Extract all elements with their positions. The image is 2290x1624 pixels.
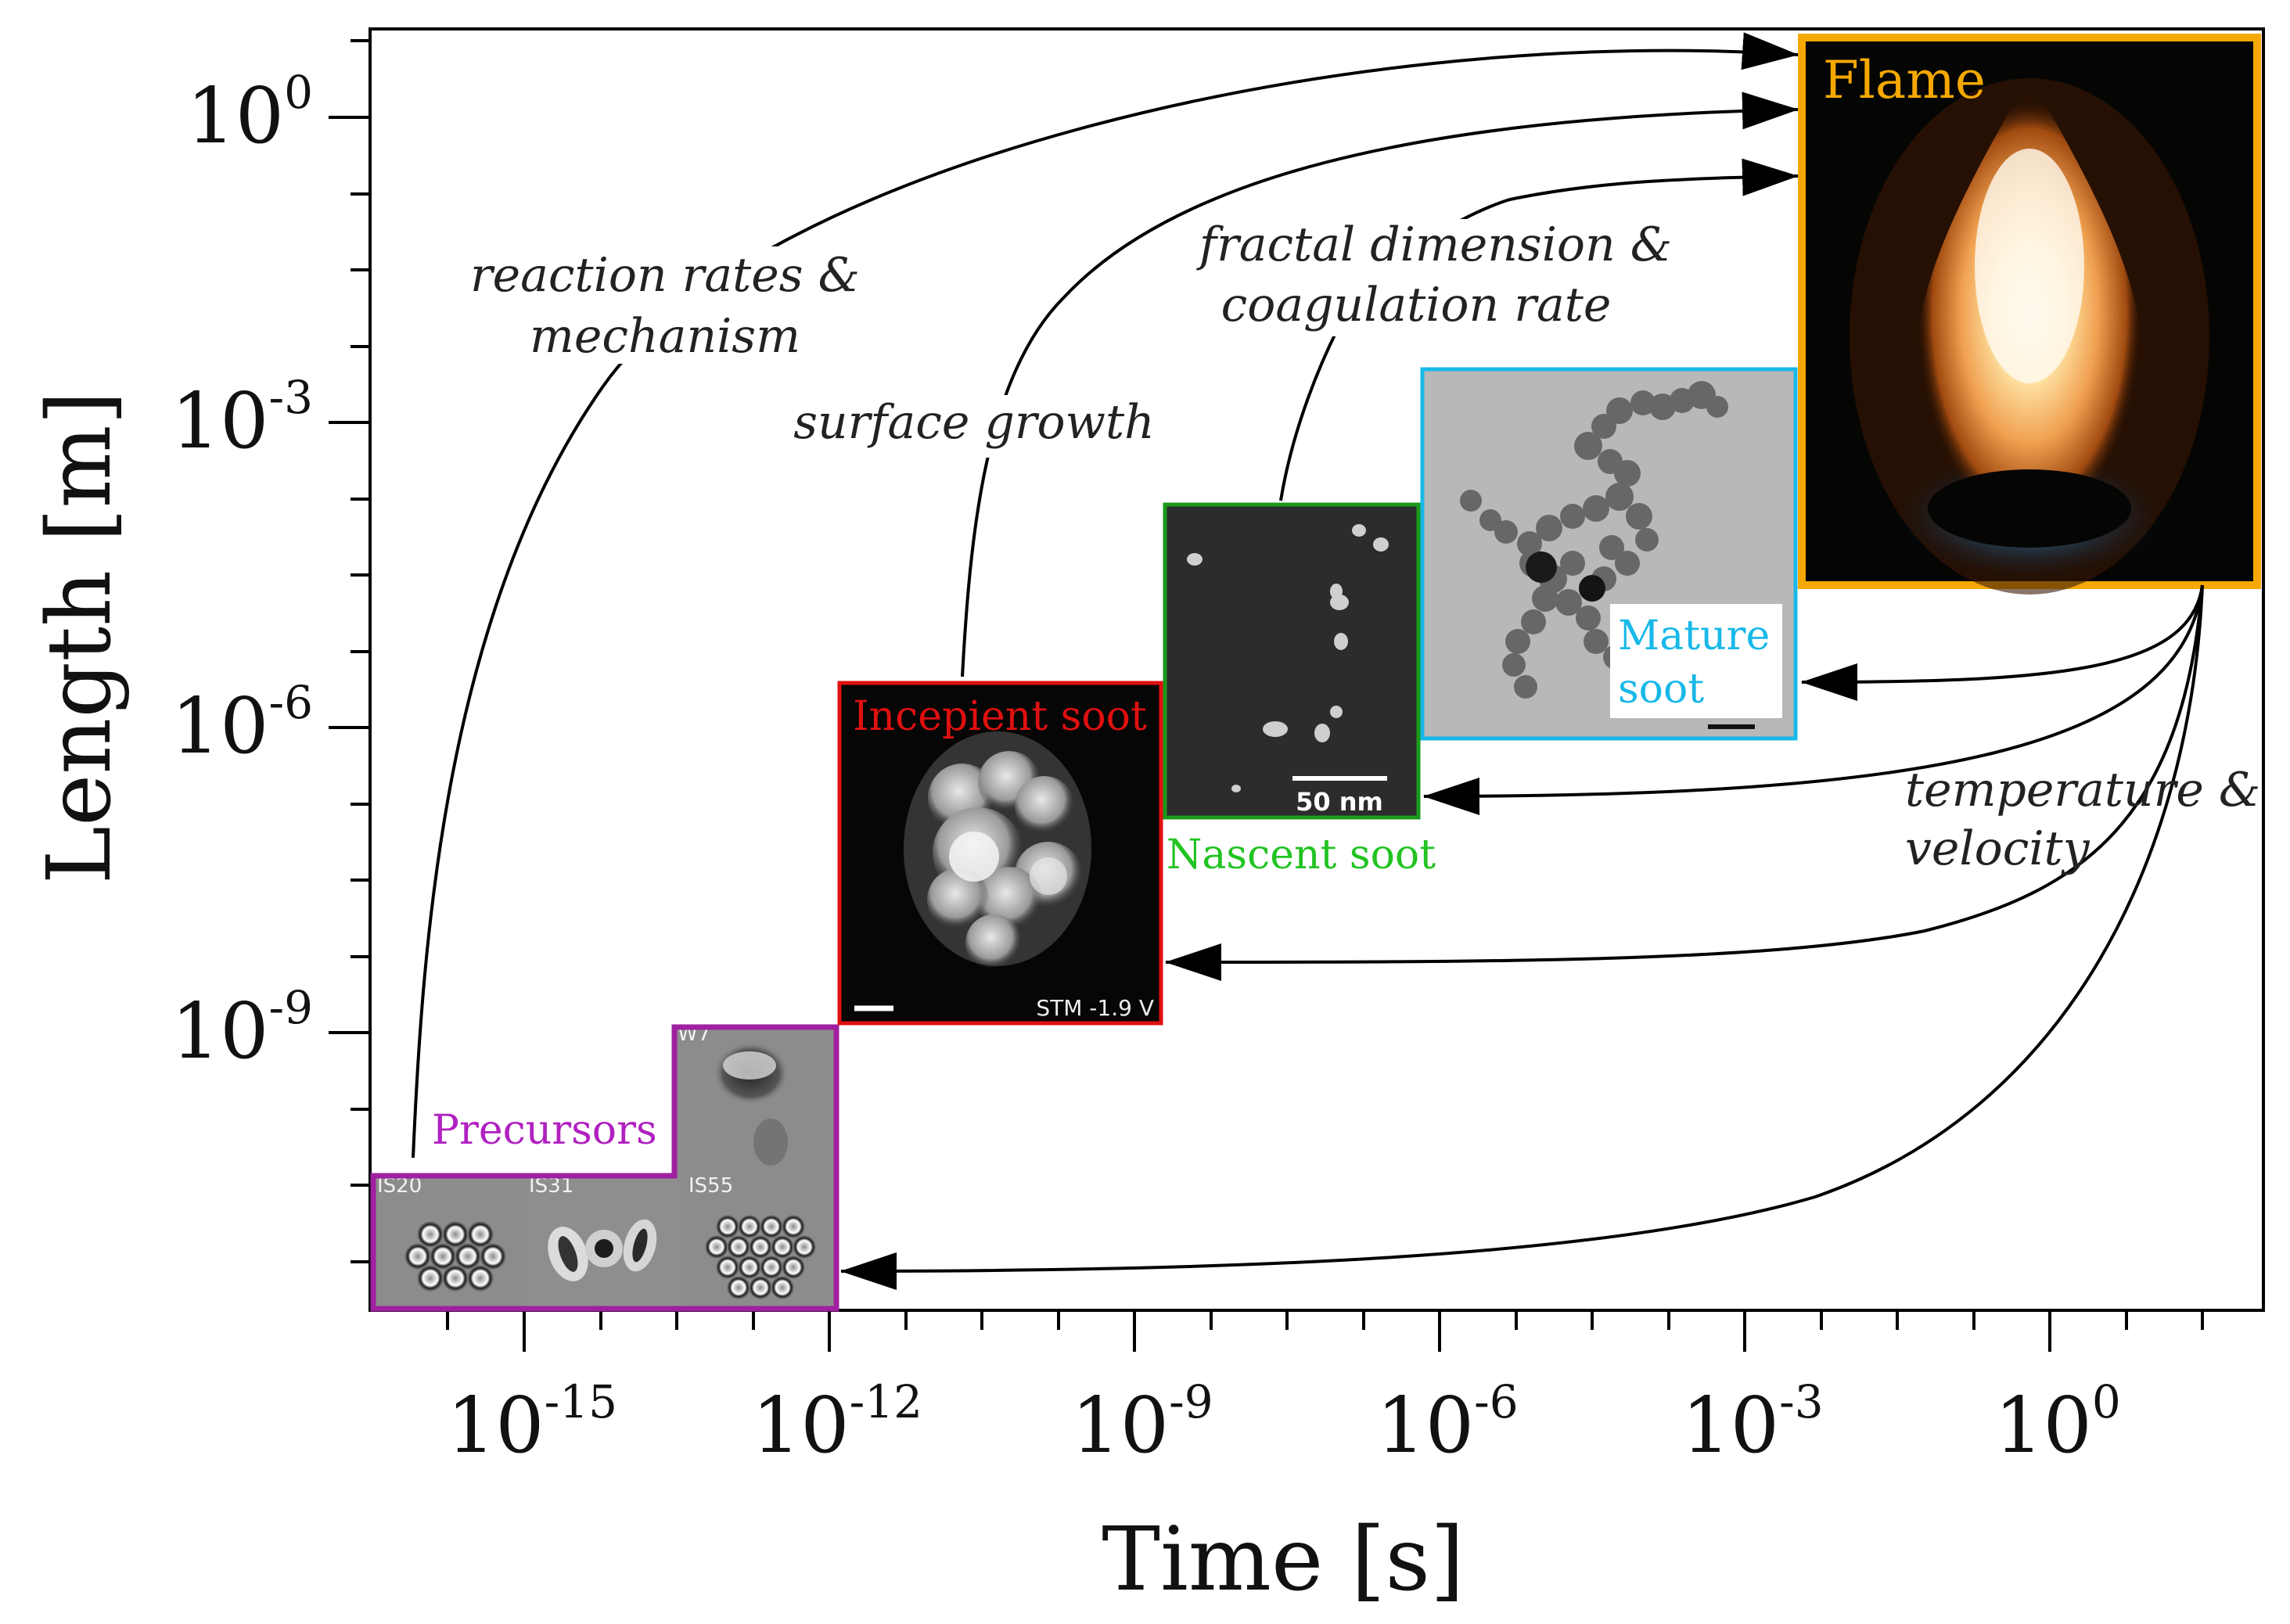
y-axis: 100 10-3 10-6 10-9 Length [m] bbox=[29, 39, 370, 1263]
stm-label: STM -1.9 V bbox=[1036, 995, 1154, 1021]
y-tick-label: 100 bbox=[186, 66, 313, 161]
x-tick-label: 10-15 bbox=[447, 1375, 617, 1471]
mature-label-box bbox=[1610, 604, 1782, 718]
annotation-fractal: fractal dimension & bbox=[1196, 217, 1672, 272]
arrow-to-mature bbox=[1801, 584, 2204, 701]
x-tick-label: 10-3 bbox=[1681, 1375, 1823, 1471]
precursors-label: Precursors bbox=[432, 1107, 657, 1154]
nascent-soot-image bbox=[1163, 502, 1421, 820]
large-hexagonal-molecule bbox=[705, 1215, 816, 1299]
mature-soot-label: Mature bbox=[1618, 613, 1770, 659]
x-tick-label: 10-12 bbox=[752, 1375, 922, 1471]
incipient-soot-group: STM -1.9 V Incepient soot bbox=[837, 681, 1163, 1026]
annotation-fractal: coagulation rate bbox=[1221, 278, 1612, 332]
annotation-reaction: reaction rates & bbox=[470, 248, 860, 303]
y-tick-label: 10-3 bbox=[171, 371, 313, 466]
arrow-to-precursors bbox=[840, 584, 2204, 1290]
y-axis-title: Length [m] bbox=[29, 391, 131, 885]
mature-soot-group: Mature soot bbox=[1420, 367, 1798, 741]
annotation-temperature: temperature & bbox=[1905, 763, 2260, 817]
arrow-to-incipient bbox=[1165, 584, 2204, 981]
annotation-surface: surface growth bbox=[793, 395, 1155, 450]
annotation-bg bbox=[462, 246, 868, 364]
soot-particle-cluster bbox=[904, 731, 1091, 971]
y-tick-label: 10-6 bbox=[171, 676, 313, 771]
x-tick-label: 10-9 bbox=[1071, 1375, 1213, 1471]
arrow-surface-growth bbox=[961, 92, 1799, 677]
flame-core bbox=[1975, 149, 2084, 383]
x-tick-label: 10-6 bbox=[1376, 1375, 1518, 1471]
incipient-soot-label: Incepient soot bbox=[853, 693, 1147, 740]
nascent-soot-label: Nascent soot bbox=[1167, 832, 1436, 878]
precursors-border bbox=[370, 1024, 839, 1312]
flame-label: Flame bbox=[1823, 50, 1986, 110]
dark-particle bbox=[1579, 575, 1605, 602]
linear-molecule bbox=[548, 1219, 657, 1281]
flame-dark-base bbox=[1928, 469, 2131, 548]
nascent-particles bbox=[1187, 524, 1389, 792]
y-tick-label: 10-9 bbox=[171, 981, 313, 1076]
annotation-bg bbox=[1900, 763, 2236, 880]
dark-particle bbox=[1526, 552, 1557, 583]
nascent-soot-group: 50 nm Nascent soot bbox=[1163, 502, 1436, 878]
molecule-highlight bbox=[723, 1051, 776, 1080]
mature-soot-label: soot bbox=[1618, 666, 1704, 713]
arrow-to-nascent bbox=[1423, 584, 2204, 815]
scale-label: 50 nm bbox=[1296, 787, 1383, 817]
annotation-reaction: mechanism bbox=[530, 309, 800, 364]
precursors-group: W7 IS20 IS31 bbox=[370, 1022, 839, 1312]
precursor-panel-label: IS55 bbox=[688, 1174, 733, 1198]
flame-group: Flame bbox=[1798, 34, 2261, 595]
annotation-bg bbox=[1217, 219, 1655, 336]
x-axis: 10-15 10-12 10-9 10-6 10-3 100 Time [s] bbox=[446, 1310, 2204, 1611]
annotation-bg bbox=[786, 395, 1170, 458]
x-axis-title: Time [s] bbox=[1102, 1509, 1464, 1611]
arrows-from-flame bbox=[840, 584, 2204, 1290]
molecule-tail bbox=[753, 1119, 788, 1166]
x-tick-label: 100 bbox=[1994, 1375, 2121, 1471]
annotation-temperature: velocity bbox=[1905, 821, 2090, 876]
hexagonal-molecule bbox=[404, 1221, 506, 1292]
